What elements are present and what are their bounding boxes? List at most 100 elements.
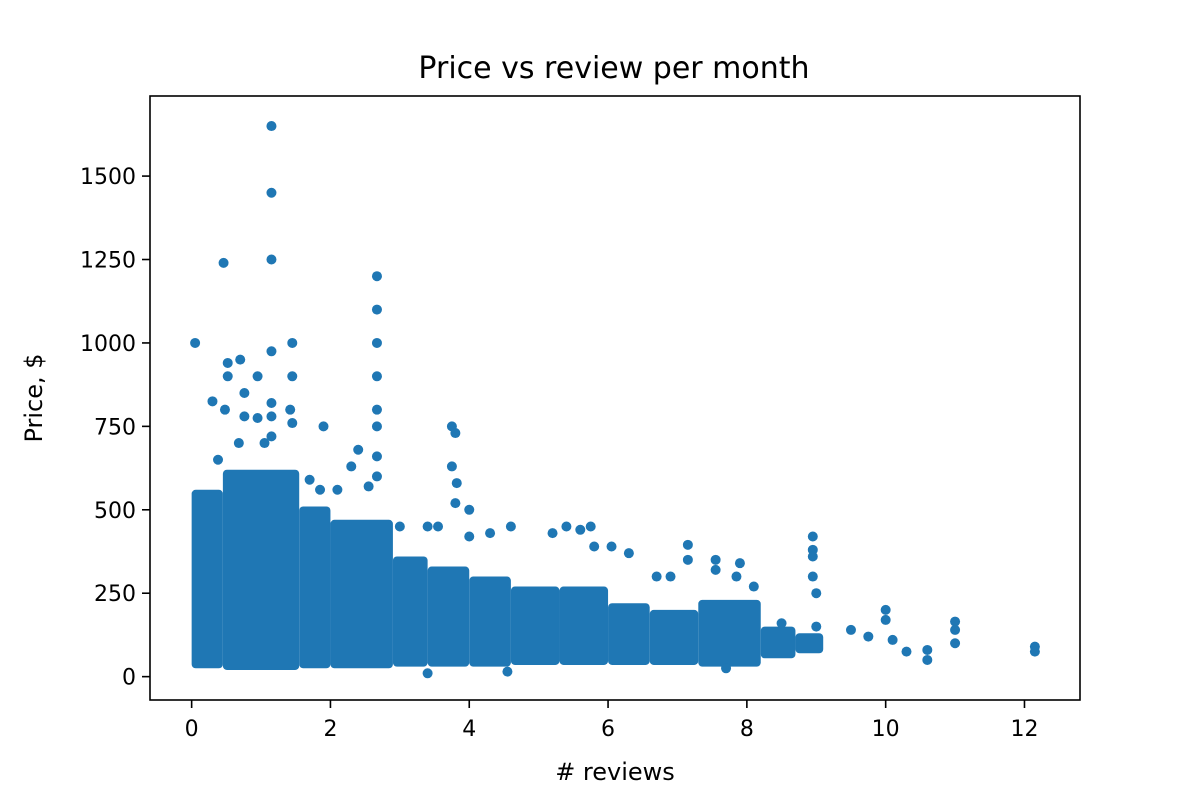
data-point <box>266 254 277 265</box>
data-point <box>287 371 298 382</box>
x-axis-label: # reviews <box>555 758 675 786</box>
plot-frame <box>149 95 1081 701</box>
data-point <box>371 451 382 462</box>
data-point <box>371 271 382 282</box>
data-point <box>371 471 382 482</box>
data-point <box>287 418 298 429</box>
data-point <box>721 663 732 674</box>
data-point <box>880 604 891 615</box>
data-point <box>332 484 343 495</box>
x-tick-label: 4 <box>462 717 476 742</box>
y-axis-ticks: 0 250 500 750 1000 1250 1500 <box>80 165 150 691</box>
density-band-5 <box>427 566 470 667</box>
data-point <box>222 357 233 368</box>
data-point <box>665 571 676 582</box>
data-point <box>950 638 961 649</box>
y-tick-label: 1500 <box>80 165 136 190</box>
data-point <box>446 461 457 472</box>
data-point <box>807 571 818 582</box>
data-point <box>259 438 270 449</box>
data-point <box>682 539 693 550</box>
chart-title: Price vs review per month <box>418 51 809 86</box>
data-point <box>207 396 218 407</box>
density-band-12 <box>760 626 796 659</box>
points-layer <box>190 121 1040 679</box>
data-point <box>710 564 721 575</box>
data-point <box>222 371 233 382</box>
data-point <box>589 541 600 552</box>
data-point <box>266 187 277 198</box>
data-point <box>239 387 250 398</box>
data-point <box>485 528 496 539</box>
data-point <box>451 478 462 489</box>
data-point <box>239 411 250 422</box>
data-point <box>464 504 475 515</box>
data-point <box>776 618 787 629</box>
data-point <box>845 624 856 635</box>
data-point <box>922 654 933 665</box>
density-band-6 <box>469 576 511 667</box>
data-point <box>922 644 933 655</box>
data-point <box>811 588 822 599</box>
density-band-11 <box>698 599 761 667</box>
y-tick-label: 250 <box>94 582 136 607</box>
data-point <box>346 461 357 472</box>
y-tick-label: 1250 <box>80 249 136 274</box>
density-band-9 <box>608 603 650 665</box>
y-axis-label: Price, $ <box>20 353 48 442</box>
data-point <box>901 646 912 657</box>
data-point <box>547 528 558 539</box>
density-band-7 <box>510 586 560 665</box>
data-point <box>394 521 405 532</box>
density-band-1 <box>222 469 300 670</box>
data-point <box>887 634 898 645</box>
data-point <box>315 484 326 495</box>
data-point <box>252 371 263 382</box>
data-point <box>235 354 246 365</box>
data-point <box>266 346 277 357</box>
data-point <box>371 337 382 348</box>
data-point <box>266 121 277 132</box>
data-point <box>731 571 742 582</box>
data-point <box>502 666 513 677</box>
x-axis-ticks: 0 2 4 6 8 10 12 <box>185 700 1038 742</box>
data-point <box>353 444 364 455</box>
data-point <box>287 337 298 348</box>
data-point <box>1029 646 1040 657</box>
density-band-4 <box>392 556 428 667</box>
data-point <box>233 438 244 449</box>
x-tick-label: 10 <box>872 717 900 742</box>
data-point <box>304 474 315 485</box>
y-tick-label: 0 <box>122 666 136 691</box>
data-point <box>682 554 693 565</box>
data-point <box>734 558 745 569</box>
x-tick-label: 2 <box>323 717 337 742</box>
data-point <box>213 454 224 465</box>
y-tick-label: 500 <box>94 499 136 524</box>
data-point <box>863 631 874 642</box>
x-tick-label: 0 <box>185 717 199 742</box>
x-tick-label: 8 <box>740 717 754 742</box>
density-layer <box>191 469 824 670</box>
data-point <box>285 404 296 415</box>
data-point <box>371 404 382 415</box>
data-point <box>363 481 374 492</box>
data-point <box>266 431 277 442</box>
data-point <box>880 614 891 625</box>
data-point <box>450 428 461 439</box>
density-band-10 <box>649 609 699 665</box>
data-point <box>807 551 818 562</box>
x-tick-label: 6 <box>601 717 615 742</box>
data-point <box>422 521 433 532</box>
data-point <box>575 524 586 535</box>
data-point <box>606 541 617 552</box>
data-point <box>190 337 201 348</box>
data-point <box>950 616 961 627</box>
data-point <box>422 668 433 679</box>
data-point <box>219 404 230 415</box>
y-tick-label: 750 <box>94 415 136 440</box>
density-band-2 <box>299 506 331 669</box>
data-point <box>651 571 662 582</box>
data-point <box>433 521 444 532</box>
